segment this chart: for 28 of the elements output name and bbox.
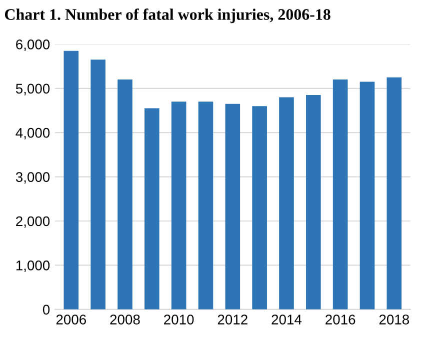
y-tick-label: 2,000 [16,216,50,228]
y-tick-label: 1,000 [16,260,50,272]
y-tick-label: 3,000 [16,172,50,184]
y-tick-label: 4,000 [16,128,50,140]
bar [306,95,321,310]
y-tick-label: 6,000 [16,40,50,52]
y-tick-label: 5,000 [16,84,50,96]
y-tick-label: 0 [42,304,50,315]
x-tick-label: 2016 [326,314,356,324]
bar [64,50,79,310]
x-tick-label: 2010 [164,314,194,324]
x-tick-label: 2006 [56,314,86,324]
bar [144,108,160,310]
bar [225,104,240,310]
x-tick-label: 2012 [218,314,248,324]
x-tick-label: 2018 [379,314,410,324]
bar [90,60,106,310]
bar [198,102,214,310]
x-tick-label: 2008 [110,314,140,324]
bar [360,82,375,310]
x-tick-label: 2014 [272,314,302,324]
bar [332,80,348,310]
bar [386,77,402,310]
bar [279,97,294,310]
chart-title: Chart 1. Number of fatal work injuries, 2006-18 [5,8,330,24]
bar [118,80,132,310]
bar [171,102,186,310]
bar [252,106,267,310]
